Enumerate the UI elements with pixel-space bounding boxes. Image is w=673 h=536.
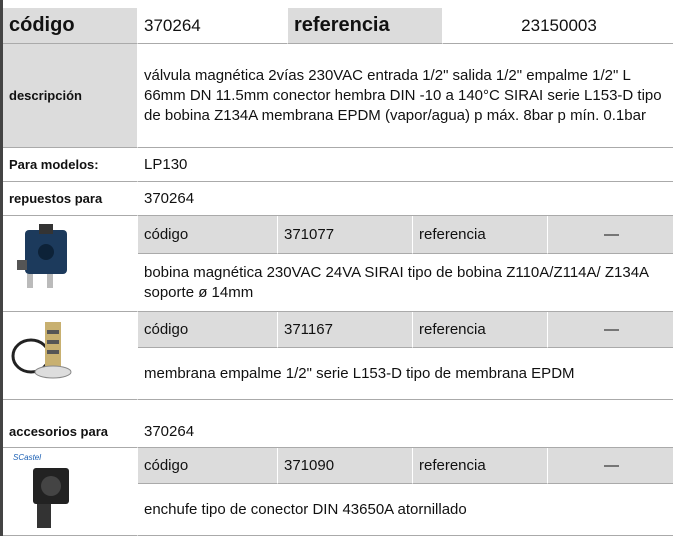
section-label: accesorios para xyxy=(3,416,138,448)
image-cell xyxy=(3,216,138,312)
part-code-label: código xyxy=(138,448,278,484)
description-label: descripción xyxy=(3,44,138,148)
part-ref: — xyxy=(548,216,673,254)
section-label: Para modelos: xyxy=(3,148,138,182)
section-value: LP130 xyxy=(138,148,673,182)
brand: SCastel xyxy=(13,453,41,462)
description-text: válvula magnética 2vías 230VAC entrada 1… xyxy=(138,44,673,148)
code: 370264 xyxy=(138,8,288,44)
coil-image xyxy=(17,224,67,288)
part-ref-label: referencia xyxy=(413,216,548,254)
ref-label: referencia xyxy=(288,8,443,44)
part-code: 371090 xyxy=(278,448,413,484)
part-ref-label: referencia xyxy=(413,312,548,348)
image-cell xyxy=(3,312,138,400)
part-code: 371077 xyxy=(278,216,413,254)
section-label: repuestos para xyxy=(3,182,138,216)
part-code-label: código xyxy=(138,216,278,254)
section-value: 370264 xyxy=(138,416,673,448)
ref: 23150003 xyxy=(443,8,673,44)
part-ref-label: referencia xyxy=(413,448,548,484)
part-text: membrana empalme 1/2" serie L153-D tipo … xyxy=(138,348,673,400)
section-value: 370264 xyxy=(138,182,673,216)
connector-image: SCastel xyxy=(13,453,69,528)
part-ref: — xyxy=(548,448,673,484)
part-code: 371167 xyxy=(278,312,413,348)
part-text: bobina magnética 230VAC 24VA SIRAI tipo … xyxy=(138,254,673,312)
code-label: código xyxy=(3,8,138,44)
membrane-image xyxy=(11,322,72,379)
part-code-label: código xyxy=(138,312,278,348)
part-ref: — xyxy=(548,312,673,348)
part-text: enchufe tipo de conector DIN 43650A ator… xyxy=(138,484,673,536)
